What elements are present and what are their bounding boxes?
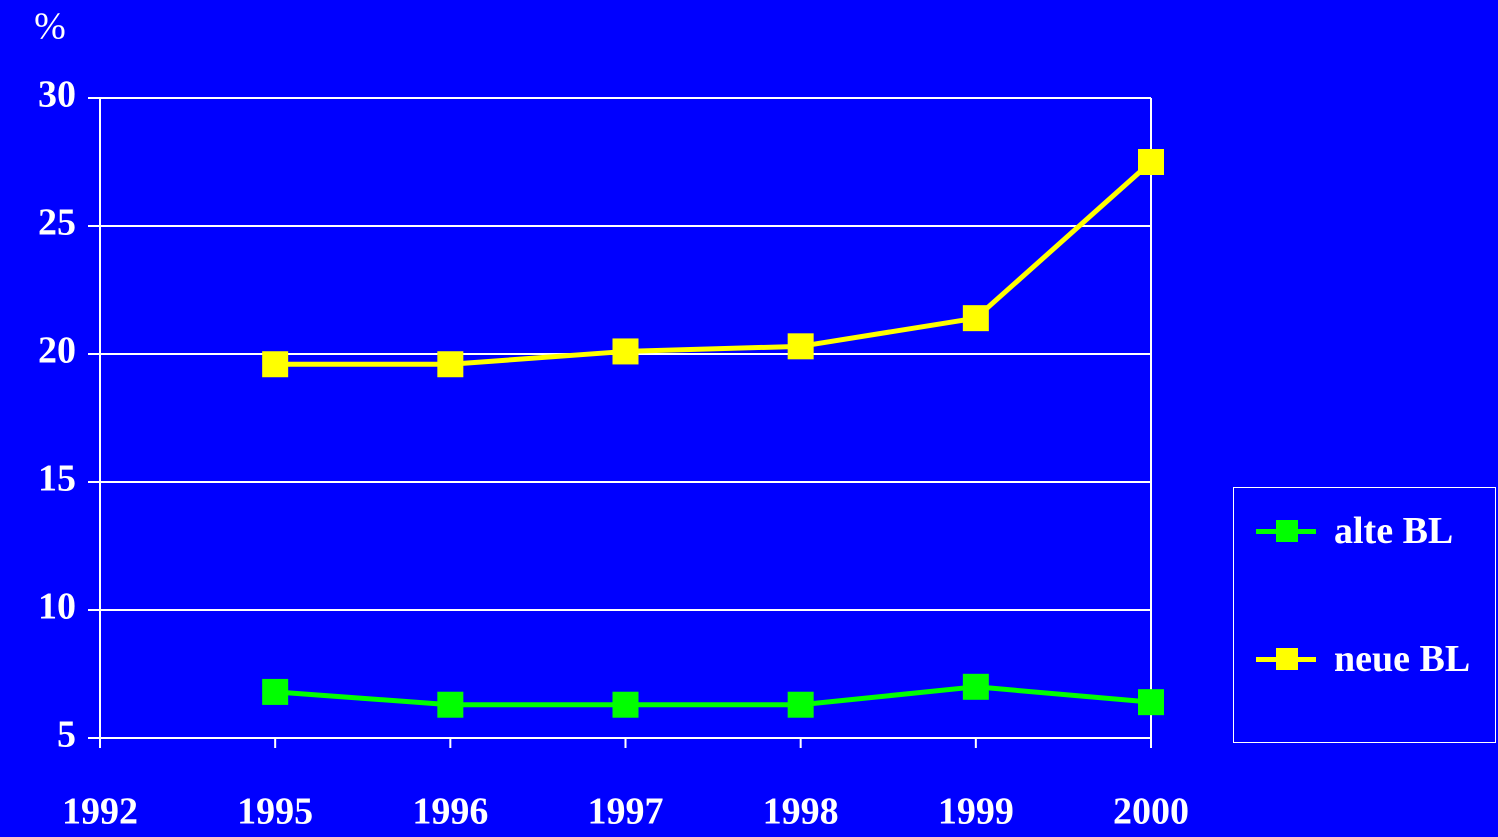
- y-tick-label: 25: [38, 202, 76, 244]
- y-axis-label: %: [34, 6, 66, 48]
- y-tick-label: 10: [38, 586, 76, 628]
- legend-label: alte BL: [1334, 510, 1454, 552]
- legend-item: alte BL: [1256, 508, 1494, 554]
- x-tick-label: 1998: [763, 791, 839, 833]
- x-tick-label: 1992: [62, 791, 138, 833]
- x-tick-label: 1996: [412, 791, 488, 833]
- point-marker: [1138, 689, 1164, 716]
- series-line: [275, 160, 1153, 367]
- point-marker: [612, 338, 639, 365]
- point-marker: [1138, 149, 1164, 175]
- point-marker: [962, 305, 989, 332]
- y-tick-label: 5: [57, 714, 76, 756]
- point-marker: [262, 678, 289, 705]
- point-marker: [787, 691, 814, 718]
- point-marker: [437, 351, 464, 378]
- point-marker: [787, 333, 814, 360]
- legend-symbol: [1256, 636, 1316, 682]
- x-tick-label: 1999: [938, 791, 1014, 833]
- x-tick-label: 2000: [1113, 791, 1189, 833]
- legend-label: neue BL: [1334, 638, 1471, 680]
- y-tick-label: 30: [38, 74, 76, 116]
- point-marker: [612, 691, 639, 718]
- x-tick-label: 1995: [237, 791, 313, 833]
- x-tick-label: 1997: [588, 791, 664, 833]
- y-tick-label: 15: [38, 458, 76, 500]
- series-line: [274, 684, 1152, 708]
- legend-item: neue BL: [1256, 636, 1494, 682]
- legend: alte BL neue BL: [1233, 487, 1496, 743]
- point-marker: [962, 673, 989, 700]
- point-marker: [262, 351, 289, 378]
- point-marker: [437, 691, 464, 718]
- y-tick-label: 20: [38, 330, 76, 372]
- legend-symbol: [1256, 508, 1316, 554]
